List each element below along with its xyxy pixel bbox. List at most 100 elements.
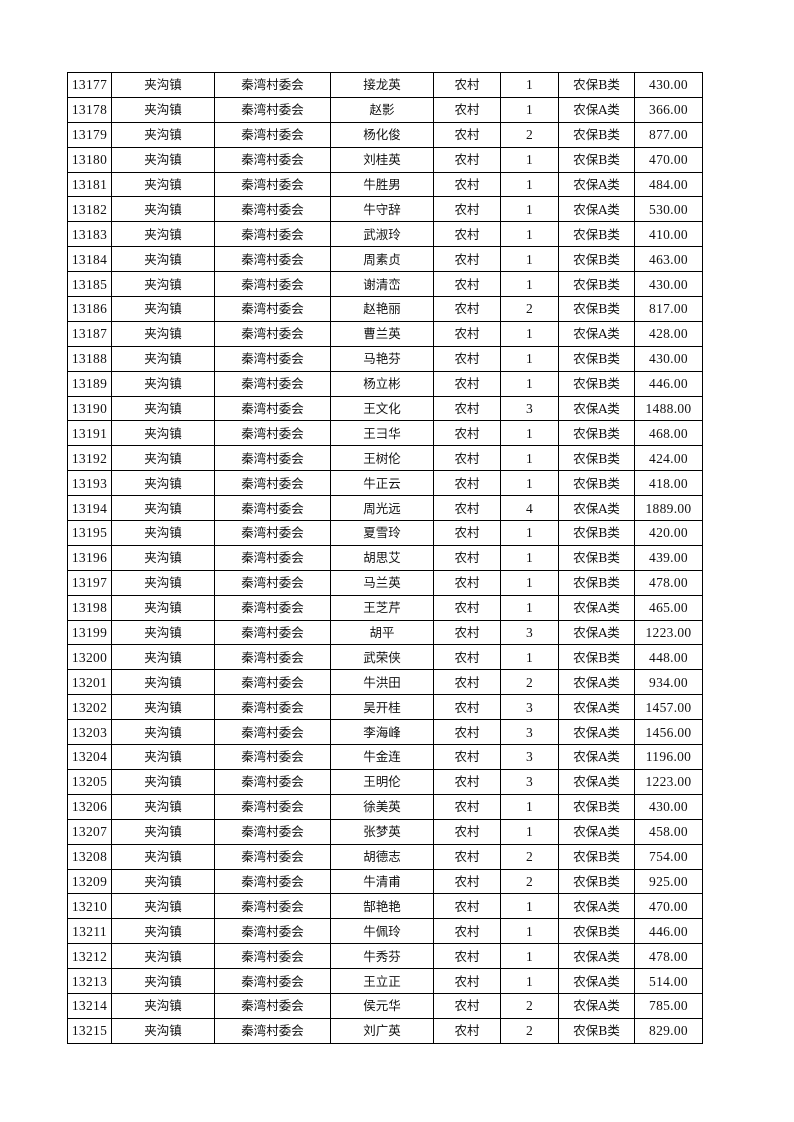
count-cell: 1 — [500, 370, 559, 397]
village-cell: 秦湾村委会 — [214, 370, 331, 397]
village-cell: 秦湾村委会 — [214, 619, 331, 646]
id-cell: 13207 — [67, 818, 112, 845]
town-cell: 夹沟镇 — [111, 495, 215, 522]
records-table: 13177 夹沟镇 秦湾村委会 接龙英 农村 1 农保B类 430.00 13178 夹沟镇 秦湾村… — [67, 72, 703, 1044]
category-cell: 农保B类 — [558, 793, 635, 820]
count-cell: 3 — [500, 694, 559, 721]
table-row: 13177 夹沟镇 秦湾村委会 接龙英 农村 1 农保B类 430.00 — [67, 72, 703, 98]
village-cell: 秦湾村委会 — [214, 669, 331, 696]
town-cell: 夹沟镇 — [111, 470, 215, 497]
id-cell: 13184 — [67, 246, 112, 273]
amount-cell: 430.00 — [634, 345, 703, 372]
id-cell: 13201 — [67, 669, 112, 696]
amount-cell: 424.00 — [634, 445, 703, 472]
count-cell: 2 — [500, 843, 559, 870]
table-row: 13183 夹沟镇 秦湾村委会 武淑玲 农村 1 农保B类 410.00 — [67, 221, 703, 248]
town-cell: 夹沟镇 — [111, 246, 215, 273]
name-cell: 杨立彬 — [330, 370, 434, 397]
village-cell: 秦湾村委会 — [214, 594, 331, 621]
id-cell: 13186 — [67, 296, 112, 322]
table-row: 13203 夹沟镇 秦湾村委会 李海峰 农村 3 农保A类 1456.00 — [67, 719, 703, 746]
name-cell: 侯元华 — [330, 992, 434, 1019]
table-row: 13214 夹沟镇 秦湾村委会 侯元华 农村 2 农保A类 785.00 — [67, 992, 703, 1019]
village-cell: 秦湾村委会 — [214, 72, 331, 98]
table-row: 13189 夹沟镇 秦湾村委会 杨立彬 农村 1 农保B类 446.00 — [67, 370, 703, 397]
town-cell: 夹沟镇 — [111, 1017, 215, 1044]
count-cell: 1 — [500, 221, 559, 248]
name-cell: 周光远 — [330, 495, 434, 522]
town-cell: 夹沟镇 — [111, 644, 215, 671]
amount-cell: 514.00 — [634, 968, 703, 994]
name-cell: 郜艳艳 — [330, 893, 434, 920]
town-cell: 夹沟镇 — [111, 694, 215, 721]
area-type-cell: 农村 — [433, 843, 501, 870]
count-cell: 1 — [500, 445, 559, 472]
name-cell: 王彐华 — [330, 420, 434, 447]
town-cell: 夹沟镇 — [111, 669, 215, 696]
area-type-cell: 农村 — [433, 918, 501, 945]
area-type-cell: 农村 — [433, 171, 501, 198]
area-type-cell: 农村 — [433, 420, 501, 447]
village-cell: 秦湾村委会 — [214, 221, 331, 248]
amount-cell: 418.00 — [634, 470, 703, 497]
id-cell: 13182 — [67, 196, 112, 223]
area-type-cell: 农村 — [433, 694, 501, 721]
town-cell: 夹沟镇 — [111, 744, 215, 770]
category-cell: 农保B类 — [558, 121, 635, 148]
count-cell: 3 — [500, 395, 559, 422]
village-cell: 秦湾村委会 — [214, 246, 331, 273]
area-type-cell: 农村 — [433, 121, 501, 148]
name-cell: 张梦英 — [330, 818, 434, 845]
category-cell: 农保A类 — [558, 96, 635, 123]
table-row: 13186 夹沟镇 秦湾村委会 赵艳丽 农村 2 农保B类 817.00 — [67, 296, 703, 322]
area-type-cell: 农村 — [433, 495, 501, 522]
amount-cell: 1457.00 — [634, 694, 703, 721]
area-type-cell: 农村 — [433, 992, 501, 1019]
area-type-cell: 农村 — [433, 196, 501, 223]
amount-cell: 458.00 — [634, 818, 703, 845]
town-cell: 夹沟镇 — [111, 968, 215, 994]
area-type-cell: 农村 — [433, 669, 501, 696]
table-row: 13207 夹沟镇 秦湾村委会 张梦英 农村 1 农保A类 458.00 — [67, 818, 703, 845]
table-row: 13195 夹沟镇 秦湾村委会 夏雪玲 农村 1 农保B类 420.00 — [67, 520, 703, 546]
count-cell: 2 — [500, 992, 559, 1019]
count-cell: 1 — [500, 470, 559, 497]
category-cell: 农保A类 — [558, 768, 635, 795]
name-cell: 赵影 — [330, 96, 434, 123]
town-cell: 夹沟镇 — [111, 843, 215, 870]
name-cell: 王明伦 — [330, 768, 434, 795]
id-cell: 13210 — [67, 893, 112, 920]
category-cell: 农保A类 — [558, 694, 635, 721]
table-row: 13210 夹沟镇 秦湾村委会 郜艳艳 农村 1 农保A类 470.00 — [67, 893, 703, 920]
village-cell: 秦湾村委会 — [214, 943, 331, 970]
village-cell: 秦湾村委会 — [214, 445, 331, 472]
count-cell: 1 — [500, 818, 559, 845]
id-cell: 13196 — [67, 544, 112, 571]
table-row: 13198 夹沟镇 秦湾村委会 王芝芹 农村 1 农保A类 465.00 — [67, 594, 703, 621]
town-cell: 夹沟镇 — [111, 868, 215, 895]
amount-cell: 430.00 — [634, 271, 703, 298]
category-cell: 农保A类 — [558, 395, 635, 422]
town-cell: 夹沟镇 — [111, 594, 215, 621]
name-cell: 牛洪田 — [330, 669, 434, 696]
area-type-cell: 农村 — [433, 96, 501, 123]
village-cell: 秦湾村委会 — [214, 918, 331, 945]
amount-cell: 463.00 — [634, 246, 703, 273]
village-cell: 秦湾村委会 — [214, 893, 331, 920]
category-cell: 农保A类 — [558, 943, 635, 970]
table-row: 13184 夹沟镇 秦湾村委会 周素贞 农村 1 农保B类 463.00 — [67, 246, 703, 273]
id-cell: 13198 — [67, 594, 112, 621]
amount-cell: 366.00 — [634, 96, 703, 123]
id-cell: 13211 — [67, 918, 112, 945]
amount-cell: 470.00 — [634, 893, 703, 920]
amount-cell: 1889.00 — [634, 495, 703, 522]
count-cell: 1 — [500, 320, 559, 347]
amount-cell: 817.00 — [634, 296, 703, 322]
amount-cell: 468.00 — [634, 420, 703, 447]
category-cell: 农保A类 — [558, 669, 635, 696]
category-cell: 农保A类 — [558, 968, 635, 994]
count-cell: 1 — [500, 968, 559, 994]
area-type-cell: 农村 — [433, 246, 501, 273]
table-row: 13194 夹沟镇 秦湾村委会 周光远 农村 4 农保A类 1889.00 — [67, 495, 703, 522]
name-cell: 牛胜男 — [330, 171, 434, 198]
